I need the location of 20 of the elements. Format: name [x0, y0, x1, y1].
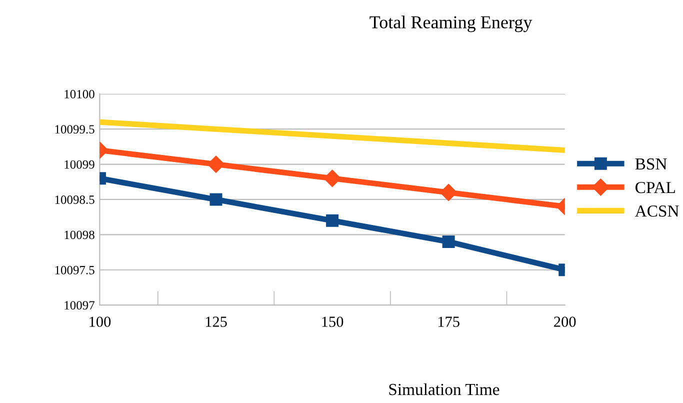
y-tick-label: 10099.5 [55, 125, 94, 134]
y-tick-label: 10099 [64, 160, 94, 169]
x-axis-title: Simulation Time [389, 383, 500, 396]
x-tick-label: 150 [322, 316, 344, 327]
point [442, 235, 455, 248]
y-tick-label: 10098.5 [55, 196, 94, 204]
legend-label: BSN [635, 158, 667, 170]
x-tick-label: 175 [438, 316, 460, 327]
legend-label: ACSN [635, 206, 679, 217]
y-tick-label: 10097.5 [55, 266, 94, 274]
y-tick-label: 10100 [64, 90, 94, 98]
x-tick-label: 125 [206, 316, 227, 327]
y-tick-label: 10098 [64, 230, 94, 240]
y-tick-label: 10097 [64, 301, 94, 310]
x-tick-label: 200 [554, 316, 576, 327]
legend-label: CPAL [636, 182, 675, 194]
point [326, 214, 339, 227]
x-tick-label: 100 [90, 316, 111, 327]
point [324, 170, 341, 187]
chart-title: Total Reaming Energy [370, 16, 532, 32]
